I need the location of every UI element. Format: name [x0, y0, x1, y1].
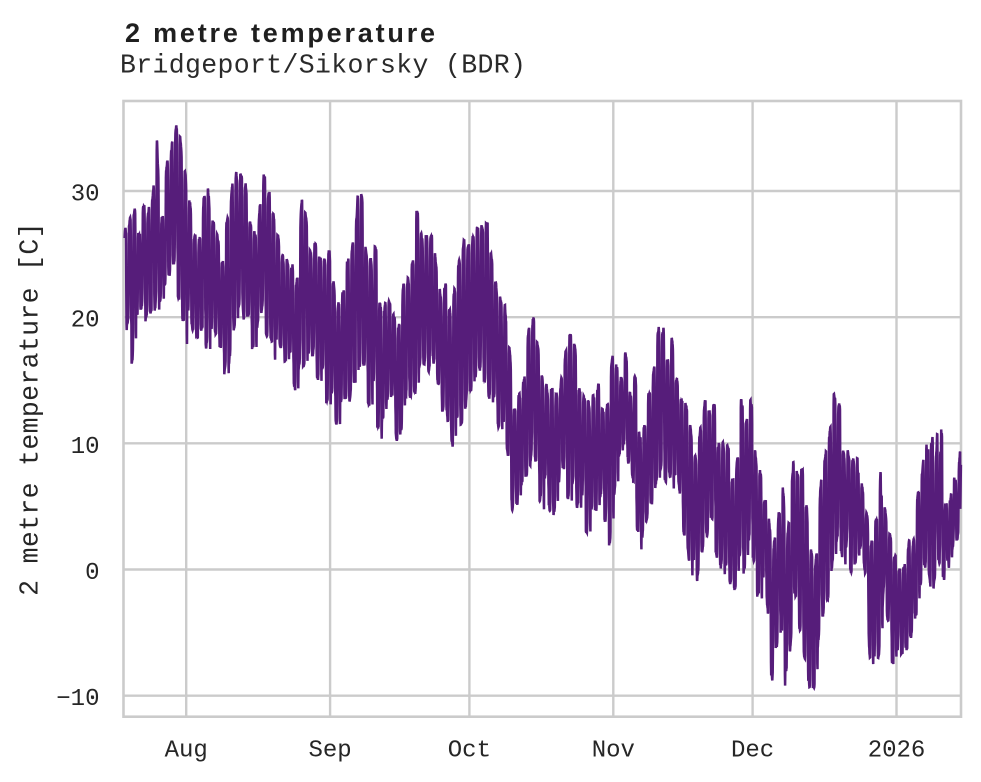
svg-text:Nov: Nov [592, 738, 635, 765]
svg-text:20: 20 [71, 308, 100, 335]
svg-text:30: 30 [71, 182, 100, 209]
svg-text:Oct: Oct [448, 738, 491, 765]
svg-text:2026: 2026 [868, 738, 926, 765]
svg-text:10: 10 [71, 434, 100, 461]
svg-text:Aug: Aug [165, 738, 208, 765]
svg-text:Dec: Dec [731, 738, 774, 765]
svg-text:Bridgeport/Sikorsky (BDR): Bridgeport/Sikorsky (BDR) [120, 51, 526, 81]
svg-text:2 metre temperature [C]: 2 metre temperature [C] [16, 222, 46, 596]
svg-text:2 metre temperature: 2 metre temperature [125, 18, 438, 48]
svg-text:Sep: Sep [308, 738, 351, 765]
svg-text:−10: −10 [56, 686, 99, 713]
svg-text:0: 0 [85, 560, 99, 587]
